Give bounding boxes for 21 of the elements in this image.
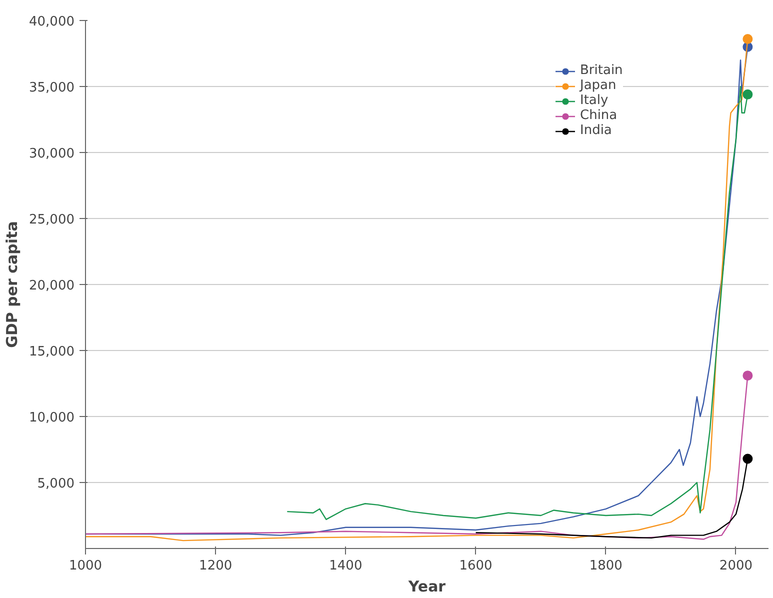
legend-label: Japan (580, 78, 616, 93)
legend-label: India (580, 123, 612, 138)
x-tick-label: 1000 (68, 558, 102, 574)
y-tick-label: 20,000 (29, 278, 75, 294)
y-tick-label: 40,000 (29, 14, 75, 30)
x-axis-title: Year (407, 578, 446, 596)
x-tick-label: 1200 (199, 558, 232, 574)
y-tick-label: 35,000 (29, 80, 75, 96)
y-tick-label: 15,000 (29, 344, 75, 360)
x-tick-label: 2000 (719, 558, 753, 574)
y-tick-label: 10,000 (29, 410, 75, 426)
legend-label: Britain (580, 63, 623, 78)
y-tick-label: 25,000 (29, 212, 75, 228)
x-tick-label: 1800 (589, 558, 622, 574)
legend-label: China (580, 108, 618, 123)
x-tick-label: 1600 (459, 558, 492, 574)
legend-label: Italy (580, 93, 608, 108)
y-tick-label: 30,000 (29, 146, 75, 162)
y-axis-title: GDP per capita (3, 221, 22, 348)
y-tick-label: 5,000 (37, 476, 74, 492)
x-tick-label: 1400 (329, 558, 362, 574)
